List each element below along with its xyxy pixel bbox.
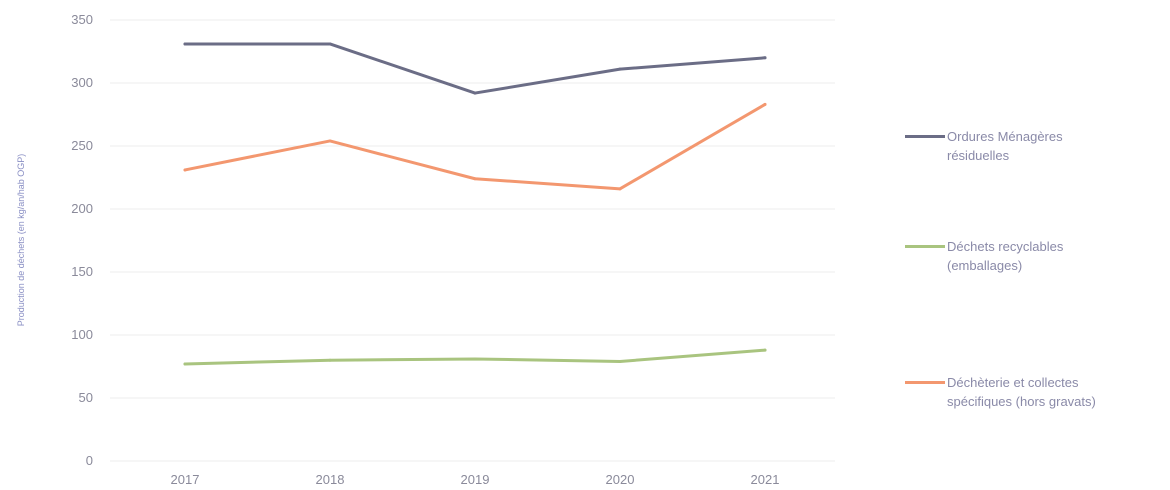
- gridlines: [110, 19, 835, 462]
- y-tick-label: 350: [71, 12, 93, 27]
- legend-label-ordures-line1: Ordures Ménagères: [947, 129, 1063, 144]
- x-tick-label: 2020: [606, 472, 635, 487]
- data-point: [618, 359, 622, 363]
- data-point: [473, 357, 477, 361]
- x-tick-label: 2019: [461, 472, 490, 487]
- data-point: [618, 67, 622, 71]
- legend-swatch-ordures: [905, 135, 945, 138]
- series-line-0: [183, 42, 767, 95]
- data-point: [328, 42, 332, 46]
- data-point: [763, 348, 767, 352]
- legend-swatch-decheterie: [905, 381, 945, 384]
- legend-label-recyclables-line2: (emballages): [947, 258, 1023, 273]
- data-point: [328, 358, 332, 362]
- legend-item-decheterie: Déchèterie et collectes spécifiques (hor…: [905, 373, 1165, 413]
- legend-label-ordures-line2: résiduelles: [947, 148, 1010, 163]
- series-line-1: [183, 348, 767, 366]
- data-point: [473, 177, 477, 181]
- y-tick-label: 100: [71, 327, 93, 342]
- x-tick-label: 2018: [316, 472, 345, 487]
- legend-label-decheterie-line1: Déchèterie et collectes: [947, 375, 1079, 390]
- data-point: [763, 102, 767, 106]
- data-point: [763, 56, 767, 60]
- x-tick-label: 2021: [751, 472, 780, 487]
- y-tick-label: 300: [71, 75, 93, 90]
- y-tick-label: 250: [71, 138, 93, 153]
- x-tick-label: 2017: [171, 472, 200, 487]
- legend-swatch-recyclables: [905, 245, 945, 248]
- series-lines: [183, 42, 767, 366]
- data-point: [183, 42, 187, 46]
- y-tick-label: 150: [71, 264, 93, 279]
- x-axis-ticks: 2017 2018 2019 2020 2021: [171, 472, 780, 487]
- data-point: [183, 168, 187, 172]
- y-axis-ticks: 0 50 100 150 200 250 300 350: [71, 12, 93, 468]
- data-point: [183, 362, 187, 366]
- legend-item-ordures: Ordures Ménagères résiduelles: [905, 127, 1165, 167]
- y-tick-label: 0: [86, 453, 93, 468]
- y-tick-label: 50: [79, 390, 93, 405]
- data-point: [618, 187, 622, 191]
- legend-label-decheterie-line2: spécifiques (hors gravats): [947, 394, 1096, 409]
- y-axis-label: Production de déchets (en kg/an/hab OGP): [16, 154, 26, 327]
- legend-item-recyclables: Déchets recyclables (emballages): [905, 237, 1165, 277]
- data-point: [328, 139, 332, 143]
- series-line-2: [183, 102, 767, 191]
- data-point: [473, 91, 477, 95]
- y-tick-label: 200: [71, 201, 93, 216]
- legend-label-recyclables-line1: Déchets recyclables: [947, 239, 1064, 254]
